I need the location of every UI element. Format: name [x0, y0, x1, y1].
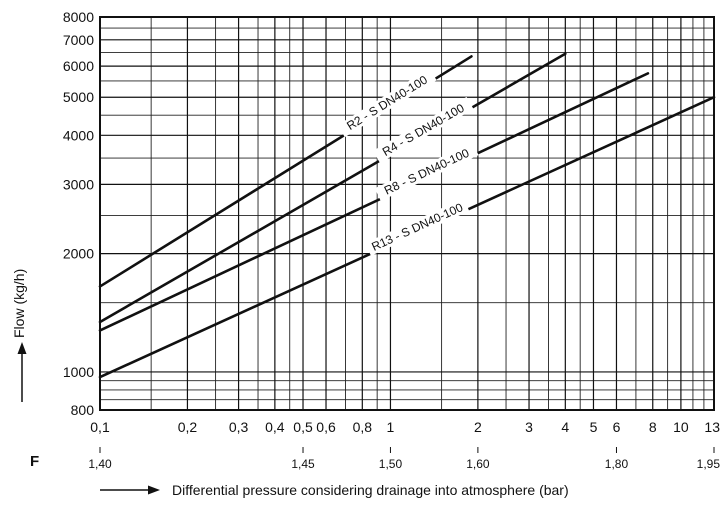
- x-axis-arrow: [100, 485, 160, 495]
- f-tick-label: 1,80: [605, 457, 629, 471]
- f-tick-label: 1,40: [88, 457, 112, 471]
- series-label-bg: [372, 96, 474, 163]
- x-tick-label: 5: [590, 419, 598, 435]
- x-tick-label: 0,1: [90, 419, 110, 435]
- x-tick-label: 1: [387, 419, 395, 435]
- y-axis-arrow: [17, 342, 27, 402]
- x-tick-label: 0,6: [316, 419, 336, 435]
- x-tick-label: 2: [474, 419, 482, 435]
- y-tick-labels: 800 1000 2000 3000 4000 5000 6000 7000 8000: [63, 9, 94, 418]
- f-tick-label: 1,60: [466, 457, 490, 471]
- x-tick-label: 10: [673, 419, 689, 435]
- series-label-bg: [337, 68, 437, 138]
- y-tick-label: 3000: [63, 176, 94, 192]
- x-tick-label: 13: [704, 419, 720, 435]
- series-label: R2 - S DN40-100: [344, 72, 430, 133]
- series-label: R13 - S DN40-100: [369, 200, 465, 254]
- plot-frame: [99, 16, 715, 411]
- y-tick-label: 1000: [63, 364, 94, 380]
- f-tick-labels: 1,40 1,45 1,50 1,60 1,80 1,95: [88, 447, 720, 471]
- x-tick-label: 4: [561, 419, 569, 435]
- x-tick-label: 0,8: [353, 419, 373, 435]
- series-label-group: R13 - S DN40-100: [365, 198, 470, 256]
- y-axis-title: Flow (kg/h): [11, 269, 27, 338]
- x-tick-label: 6: [613, 419, 621, 435]
- x-axis-title: Differential pressure considering draina…: [172, 482, 569, 498]
- y-tick-label: 4000: [63, 127, 94, 143]
- f-tick-label: 1,45: [291, 457, 315, 471]
- x-tick-labels: 0,1 0,2 0,3 0,4 0,5 0,6 0,8 1 2 3 4 5 6 8 10 13: [90, 419, 720, 435]
- f-tick-label: 1,50: [379, 457, 403, 471]
- y-tick-label: 800: [71, 402, 95, 418]
- x-tick-label: 3: [525, 419, 533, 435]
- grid-major-lines: [99, 16, 715, 411]
- x-tick-label: 0,5: [293, 419, 313, 435]
- y-tick-label: 7000: [63, 32, 94, 48]
- y-tick-label: 8000: [63, 9, 94, 25]
- series-label-bg: [374, 142, 479, 201]
- x-tick-label: 8: [649, 419, 657, 435]
- y-tick-label: 2000: [63, 246, 94, 262]
- y-tick-label: 5000: [63, 89, 94, 105]
- series-label-bg: [365, 198, 470, 256]
- series-line: [98, 52, 567, 324]
- series-line: [98, 72, 650, 332]
- x-tick-label: 0,2: [178, 419, 198, 435]
- grid-minor-lines: [100, 17, 714, 410]
- x-tick-label: 0,3: [229, 419, 249, 435]
- f-tick-label: 1,95: [697, 457, 721, 471]
- x-tick-label: 0,4: [265, 419, 285, 435]
- f-scale-label: F: [30, 453, 39, 470]
- y-tick-label: 6000: [63, 58, 94, 74]
